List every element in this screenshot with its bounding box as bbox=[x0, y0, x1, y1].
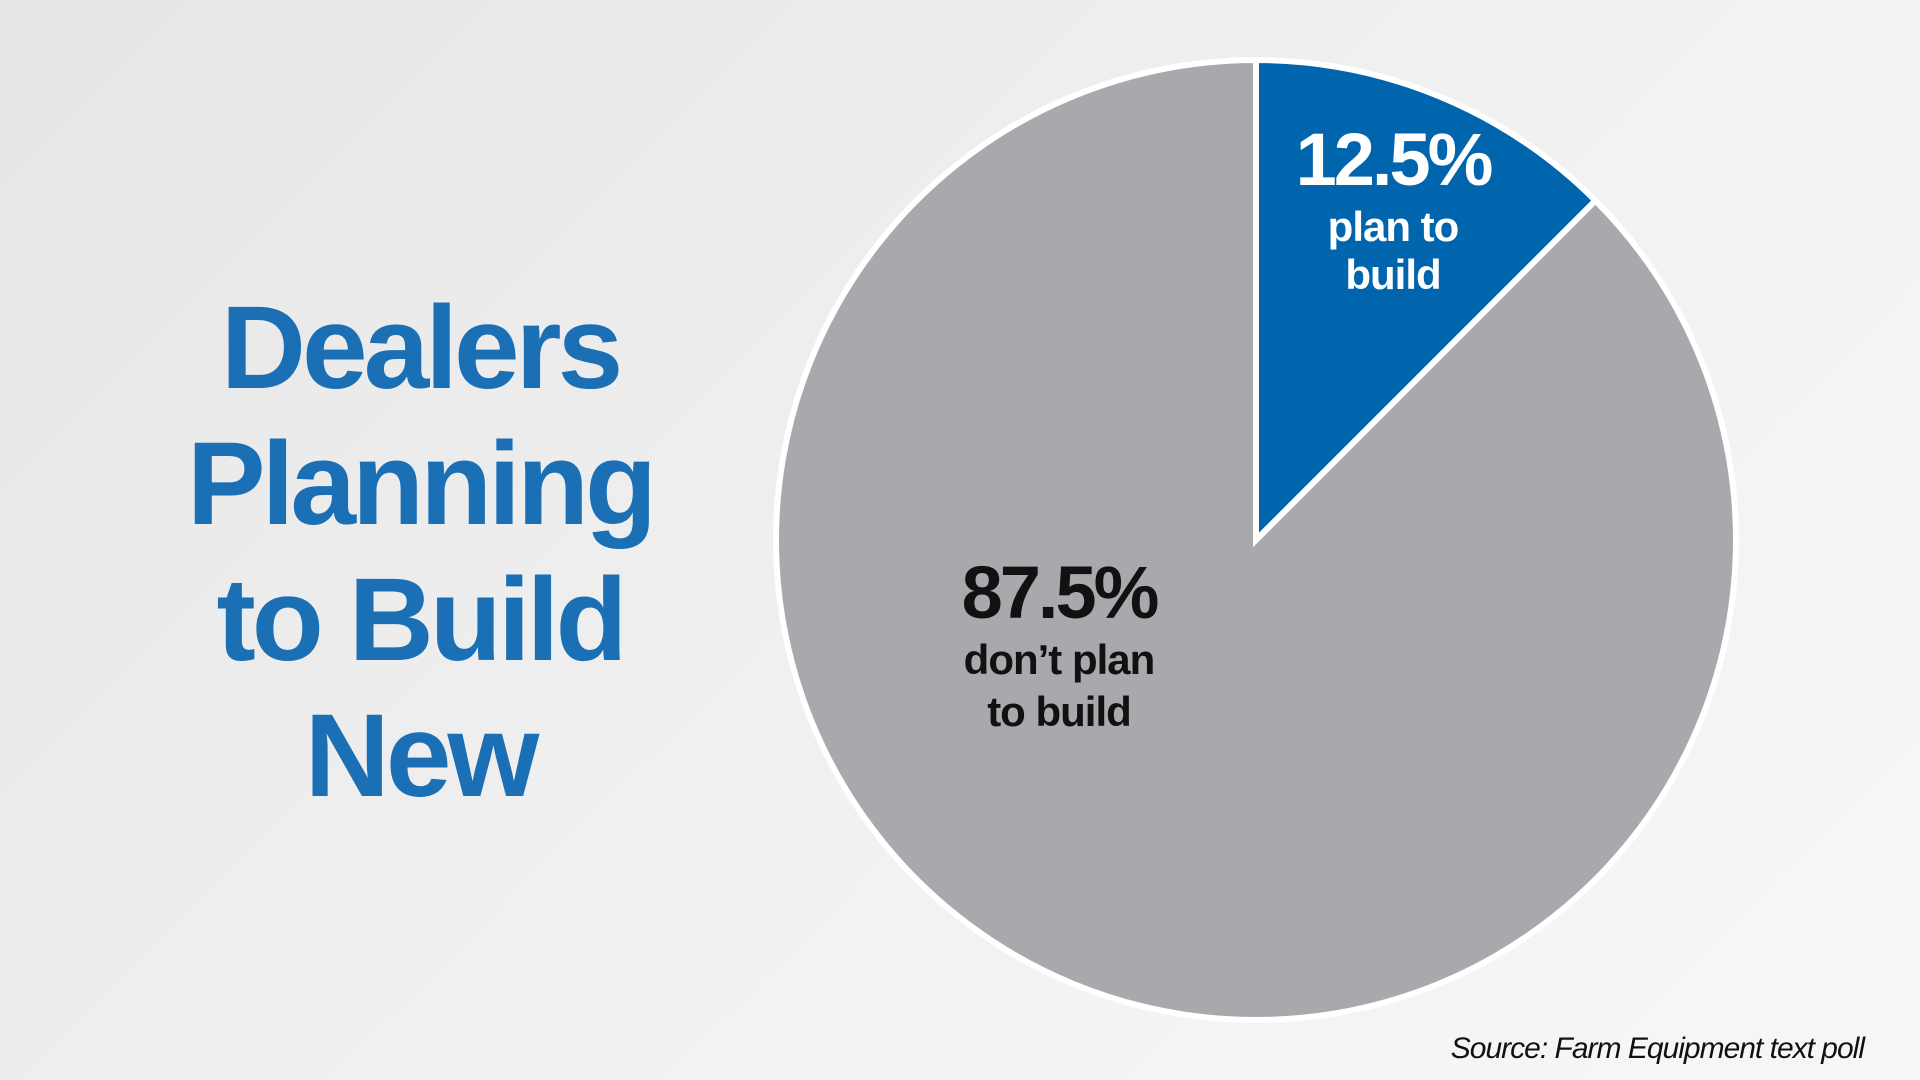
slice-caption-2-line-1: don’t plan bbox=[964, 636, 1155, 683]
slice-value-1: 12.5% bbox=[1296, 118, 1492, 201]
pie-slice-2 bbox=[773, 56, 1739, 1023]
title-line-4: New bbox=[304, 690, 540, 822]
slice-caption-1-line-2: build bbox=[1345, 251, 1440, 298]
title-line-2: Planning bbox=[186, 418, 657, 550]
title-line-3: to Build bbox=[216, 554, 627, 686]
source-note: Source: Farm Equipment text poll bbox=[1450, 1032, 1865, 1065]
slice-caption-2-line-2: to build bbox=[987, 688, 1131, 735]
slice-value-2: 87.5% bbox=[962, 551, 1158, 634]
slice-label-2: 87.5%don’t plan to build bbox=[962, 551, 1161, 735]
pie-slice-1 bbox=[1253, 56, 1600, 548]
chart-title: Dealers Planning to Build New bbox=[120, 280, 720, 824]
slice-caption-1-line-1: plan to bbox=[1328, 203, 1459, 250]
title-line-1: Dealers bbox=[220, 282, 623, 414]
